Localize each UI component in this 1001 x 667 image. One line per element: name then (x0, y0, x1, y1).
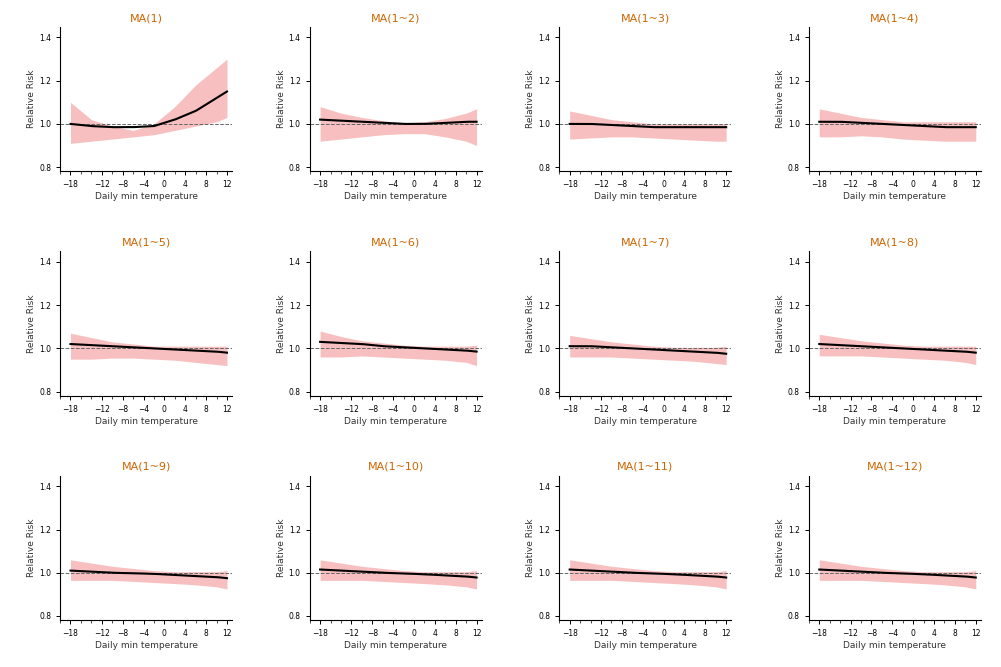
Title: MA(1~4): MA(1~4) (870, 13, 920, 23)
X-axis label: Daily min temperature: Daily min temperature (95, 641, 197, 650)
Title: MA(1~9): MA(1~9) (121, 462, 171, 472)
Y-axis label: Relative Risk: Relative Risk (27, 519, 36, 577)
X-axis label: Daily min temperature: Daily min temperature (344, 192, 447, 201)
Title: MA(1~11): MA(1~11) (618, 462, 674, 472)
Y-axis label: Relative Risk: Relative Risk (527, 70, 536, 128)
X-axis label: Daily min temperature: Daily min temperature (594, 641, 697, 650)
X-axis label: Daily min temperature: Daily min temperature (95, 192, 197, 201)
X-axis label: Daily min temperature: Daily min temperature (594, 417, 697, 426)
Title: MA(1): MA(1) (129, 13, 162, 23)
X-axis label: Daily min temperature: Daily min temperature (844, 192, 946, 201)
Title: MA(1~7): MA(1~7) (621, 237, 670, 247)
Y-axis label: Relative Risk: Relative Risk (527, 519, 536, 577)
Title: MA(1~8): MA(1~8) (870, 237, 920, 247)
Y-axis label: Relative Risk: Relative Risk (27, 294, 36, 353)
X-axis label: Daily min temperature: Daily min temperature (344, 641, 447, 650)
Y-axis label: Relative Risk: Relative Risk (277, 519, 286, 577)
Title: MA(1~6): MA(1~6) (371, 237, 420, 247)
Y-axis label: Relative Risk: Relative Risk (277, 294, 286, 353)
X-axis label: Daily min temperature: Daily min temperature (594, 192, 697, 201)
X-axis label: Daily min temperature: Daily min temperature (95, 417, 197, 426)
Y-axis label: Relative Risk: Relative Risk (776, 70, 785, 128)
Y-axis label: Relative Risk: Relative Risk (277, 70, 286, 128)
Title: MA(1~3): MA(1~3) (621, 13, 670, 23)
Title: MA(1~12): MA(1~12) (867, 462, 923, 472)
Y-axis label: Relative Risk: Relative Risk (776, 294, 785, 353)
Y-axis label: Relative Risk: Relative Risk (27, 70, 36, 128)
Title: MA(1~10): MA(1~10) (367, 462, 423, 472)
X-axis label: Daily min temperature: Daily min temperature (844, 641, 946, 650)
Title: MA(1~5): MA(1~5) (121, 237, 171, 247)
Y-axis label: Relative Risk: Relative Risk (527, 294, 536, 353)
X-axis label: Daily min temperature: Daily min temperature (344, 417, 447, 426)
X-axis label: Daily min temperature: Daily min temperature (844, 417, 946, 426)
Y-axis label: Relative Risk: Relative Risk (776, 519, 785, 577)
Title: MA(1~2): MA(1~2) (371, 13, 420, 23)
